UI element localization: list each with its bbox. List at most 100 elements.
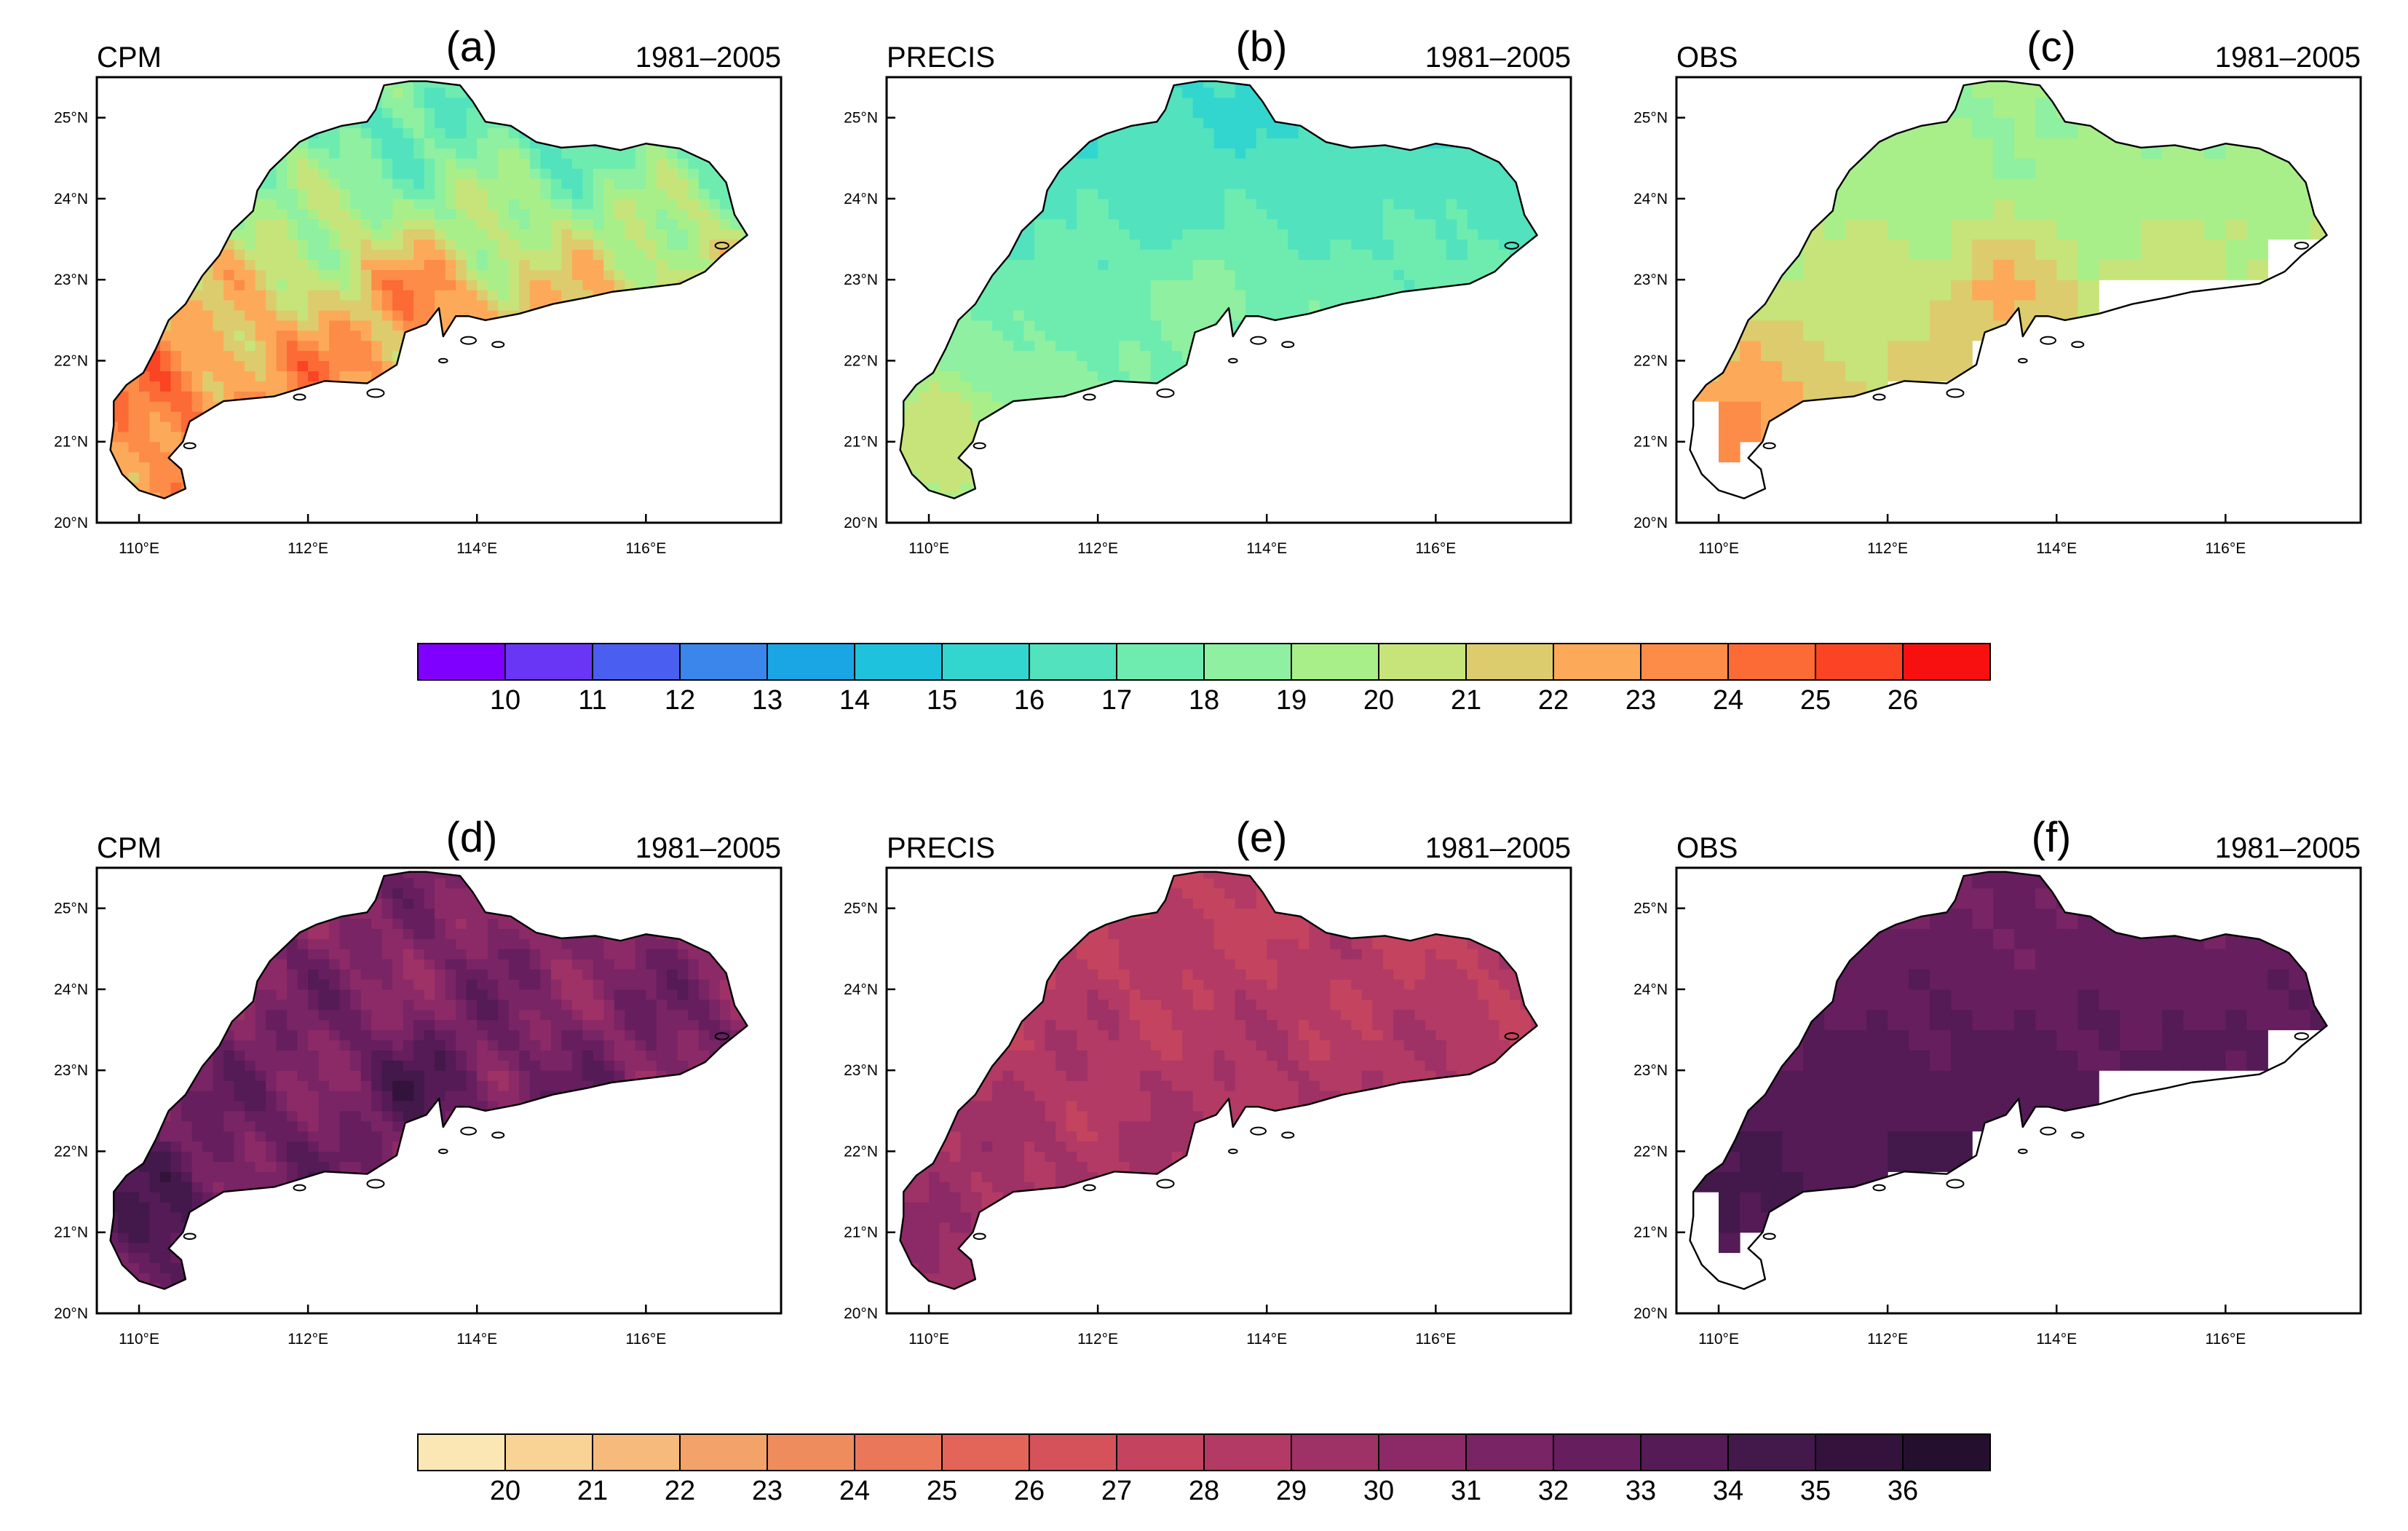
field-cell — [245, 249, 256, 260]
field-cell — [1066, 189, 1077, 199]
field-cell — [1108, 198, 1120, 210]
field-cell — [688, 259, 700, 270]
field-cell — [213, 381, 224, 392]
field-cell — [487, 300, 499, 311]
field-cell — [128, 421, 140, 432]
field-cell — [245, 259, 256, 270]
field-cell — [339, 178, 351, 189]
field-cell — [519, 239, 531, 250]
field-cell — [456, 117, 467, 129]
field-cell — [1309, 259, 1320, 270]
field-cell — [245, 320, 256, 331]
field-cell — [181, 371, 193, 381]
field-cell — [950, 451, 962, 463]
field-cell — [1098, 340, 1109, 352]
field-cell — [561, 239, 573, 250]
field-cell — [550, 218, 562, 230]
field-cell — [339, 309, 351, 321]
field-cell — [1256, 178, 1267, 189]
field-cell — [1034, 259, 1046, 270]
field-cell — [1161, 340, 1173, 352]
field-cell — [1034, 320, 1046, 331]
field-cell — [508, 138, 520, 149]
field-cell — [477, 229, 488, 240]
field-cell — [477, 249, 488, 260]
field-cell — [688, 189, 700, 199]
field-cell — [603, 229, 615, 240]
field-cell — [960, 350, 972, 361]
field-cell — [350, 218, 362, 230]
field-cell — [1150, 208, 1162, 220]
field-cell — [519, 290, 531, 301]
field-cell — [403, 218, 414, 230]
field-cell — [1361, 168, 1373, 179]
field-cell — [1182, 158, 1194, 169]
field-cell — [371, 178, 383, 189]
field-cell — [255, 249, 266, 260]
field-cell — [1034, 350, 1046, 361]
field-cell — [308, 371, 320, 381]
field-cell — [223, 340, 235, 352]
field-cell — [625, 239, 636, 250]
field-cell — [191, 300, 203, 311]
field-cell — [234, 309, 245, 321]
field-cell — [1330, 158, 1342, 169]
field-cell — [656, 178, 668, 189]
field-cell — [719, 229, 731, 240]
field-cell — [381, 269, 393, 280]
field-cell — [1235, 290, 1246, 301]
field-cell — [1098, 350, 1109, 361]
field-cell — [992, 350, 1004, 361]
field-cell — [519, 168, 531, 179]
field-cell — [1203, 148, 1215, 159]
field-cell — [1108, 350, 1120, 361]
field-cell — [413, 148, 425, 159]
field-cell — [698, 178, 710, 189]
field-cell — [1077, 381, 1088, 392]
field-cell — [540, 178, 552, 189]
field-cell — [308, 340, 320, 352]
field-cell — [1245, 198, 1257, 210]
field-cell — [329, 330, 341, 341]
field-cell — [1034, 239, 1046, 250]
field-cell — [582, 158, 594, 169]
field-cell — [1298, 148, 1310, 159]
field-cell — [381, 208, 393, 220]
field-cell — [1161, 117, 1173, 129]
field-cell — [960, 371, 972, 381]
field-cell — [918, 391, 930, 402]
field-cell — [1087, 300, 1098, 311]
field-cell — [1098, 138, 1109, 149]
field-cell — [1182, 107, 1194, 119]
field-cell — [529, 168, 541, 179]
field-cell — [403, 269, 414, 280]
field-cell — [297, 371, 309, 381]
field-cell — [1129, 198, 1141, 210]
field-cell — [498, 198, 510, 210]
island — [714, 242, 729, 250]
field-cell — [170, 472, 182, 483]
field-cell — [918, 472, 930, 483]
field-cell — [1077, 178, 1088, 189]
field-cell — [1171, 87, 1183, 98]
field-cell — [1077, 158, 1088, 169]
field-cell — [245, 290, 256, 301]
field-cell — [1098, 178, 1109, 189]
field-cell — [477, 269, 488, 280]
field-cell — [339, 148, 351, 159]
field-cell — [571, 189, 583, 199]
field-cell — [339, 320, 351, 331]
field-cell — [392, 148, 404, 159]
field-cell — [1267, 168, 1278, 179]
field-cell — [360, 148, 372, 159]
field-cell — [329, 138, 341, 149]
field-cell — [297, 198, 309, 210]
field-cell — [950, 340, 962, 352]
field-cell — [276, 350, 288, 361]
field-cell — [1098, 158, 1109, 169]
field-cell — [1002, 300, 1014, 311]
field-cell — [350, 269, 362, 280]
field-cell — [635, 189, 646, 199]
field-cell — [540, 290, 552, 301]
field-cell — [1224, 168, 1236, 179]
